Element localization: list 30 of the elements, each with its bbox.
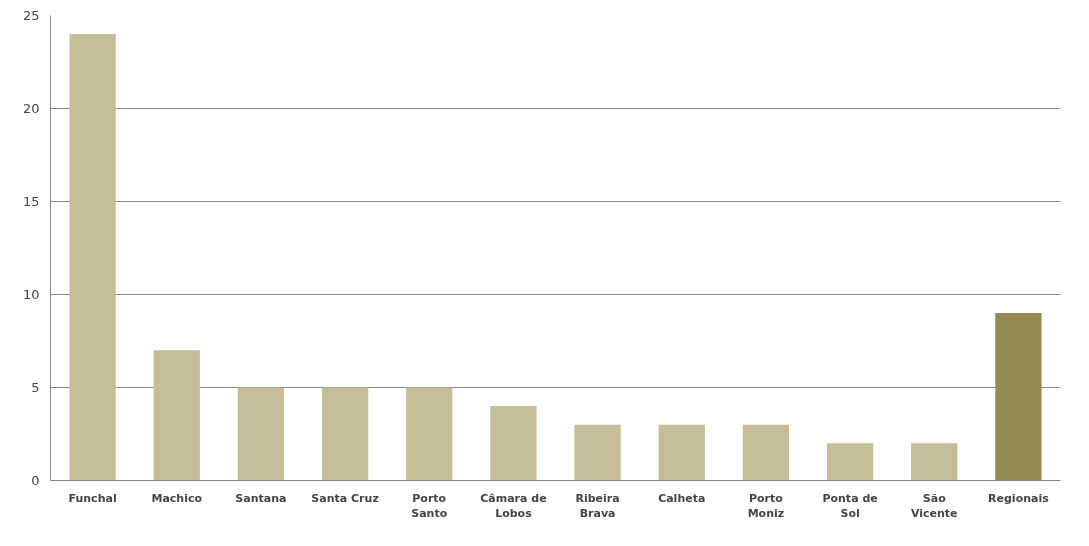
x-tick-label: Porto Moniz [747,491,785,521]
x-tick-label: Ponta de Sol [822,491,878,521]
bar [153,350,200,481]
bar [69,34,116,481]
x-tick-label: Câmara de Lobos [480,491,547,521]
bar [321,387,369,481]
y-tick-label: 25 [22,8,40,23]
x-tick-label: Regionais [988,491,1050,505]
y-tick-label: 0 [31,473,40,488]
bar [237,387,285,481]
x-tick-label: São Vicente [910,491,958,521]
x-tick-label: Porto Santo [411,491,448,521]
y-tick-label: 5 [31,380,40,395]
y-tick-label: 10 [22,287,40,302]
x-tick-label: Machico [151,491,203,505]
x-tick-label: Santa Cruz [311,491,379,505]
x-tick-label: Calheta [658,491,706,505]
y-tick-label: 20 [22,101,40,116]
bar [406,387,453,481]
bar [490,406,537,481]
x-tick-label: Ribeira Brava [575,491,620,521]
bar [995,313,1042,481]
y-tick-label: 15 [22,194,40,209]
bar [658,424,705,481]
bar [742,424,790,481]
x-tick-label: Santana [235,491,287,505]
bar [826,443,874,481]
x-tick-label: Funchal [68,491,117,505]
bar [911,443,958,481]
bar [574,424,621,481]
